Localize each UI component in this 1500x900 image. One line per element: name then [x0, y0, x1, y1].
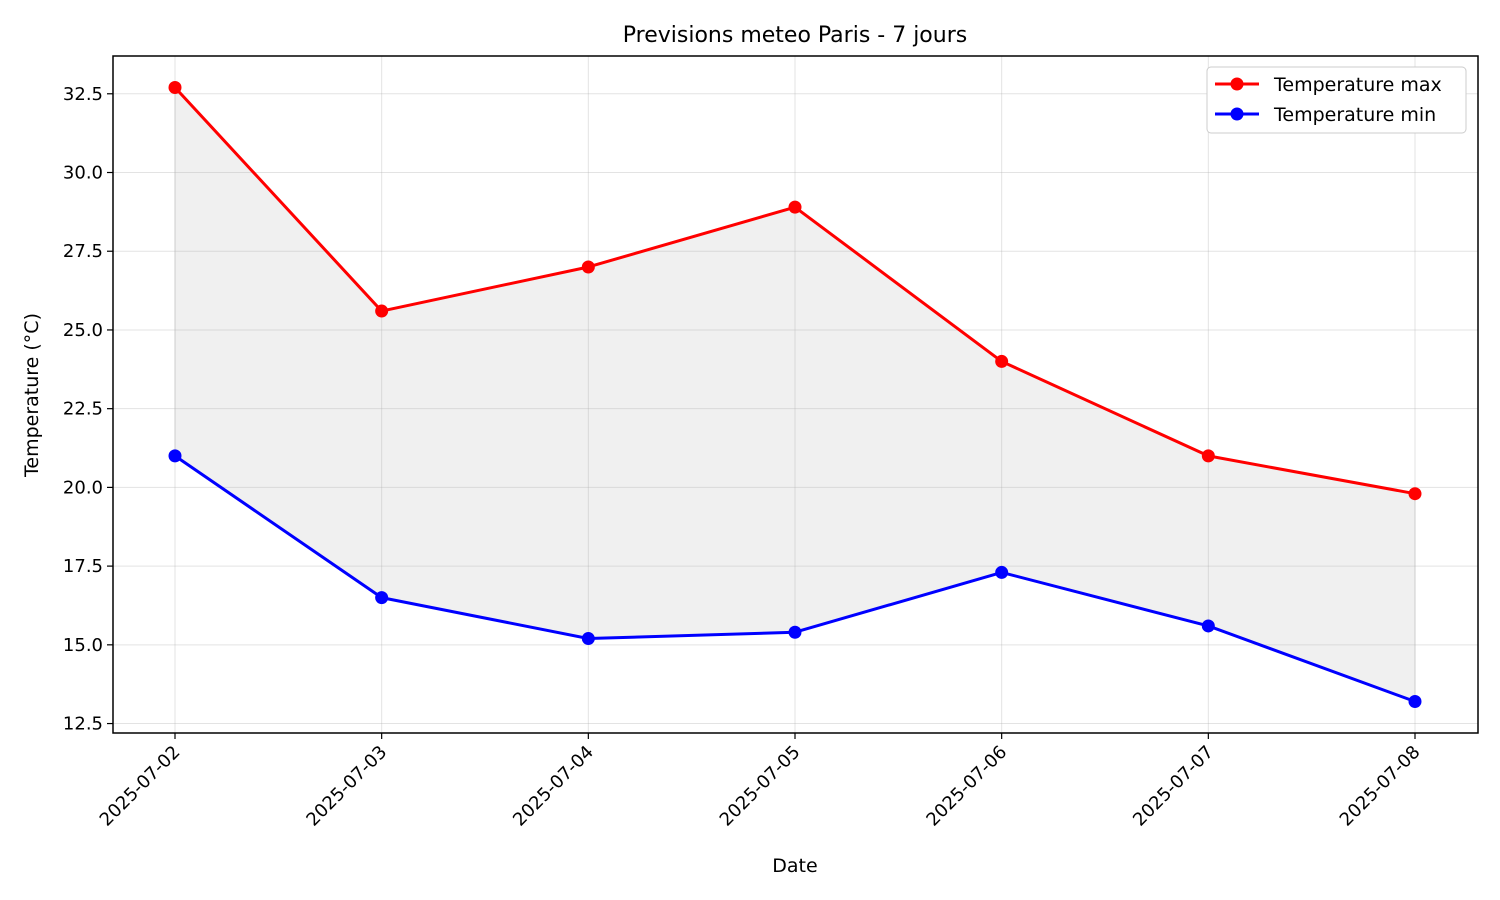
x-tick-label: 2025-07-02	[96, 742, 185, 831]
data-point	[168, 449, 182, 463]
x-tick-label: 2025-07-04	[509, 742, 598, 831]
y-tick-label: 12.5	[63, 714, 103, 735]
y-axis-label: Temperature (°C)	[21, 313, 43, 478]
y-tick-label: 30.0	[63, 163, 103, 184]
x-tick-label: 2025-07-07	[1129, 742, 1218, 831]
data-point	[1408, 695, 1422, 709]
y-tick-label: 32.5	[63, 84, 103, 105]
y-tick-label: 22.5	[63, 399, 103, 420]
data-point	[788, 625, 802, 639]
legend-box	[1206, 66, 1467, 134]
y-tick-label: 15.0	[63, 635, 103, 656]
data-point	[581, 632, 595, 646]
series-layer	[168, 80, 1422, 709]
data-point	[995, 565, 1009, 579]
x-tick-label: 2025-07-05	[716, 742, 805, 831]
y-tick-label: 27.5	[63, 241, 103, 262]
x-tick-label: 2025-07-03	[302, 742, 391, 831]
legend-label-max: Temperature max	[1273, 74, 1442, 96]
legend: Temperature max Temperature min	[1206, 66, 1467, 134]
data-point	[1201, 449, 1215, 463]
x-tick-label: 2025-07-08	[1336, 742, 1425, 831]
y-axis: 12.5 15.0 17.5 20.0 22.5 25.0 27.5 30.0 32.5	[63, 84, 113, 735]
data-point	[788, 200, 802, 214]
legend-marker-min	[1230, 107, 1244, 121]
data-point	[375, 591, 389, 605]
x-tick-label: 2025-07-06	[922, 742, 1011, 831]
y-tick-label: 20.0	[63, 477, 103, 498]
legend-label-min: Temperature min	[1273, 104, 1436, 126]
chart-title: Previsions meteo Paris - 7 jours	[623, 23, 967, 48]
x-axis: 2025-07-02 2025-07-03 2025-07-04 2025-07-05…	[96, 733, 1425, 831]
data-point	[995, 354, 1009, 368]
data-point	[581, 260, 595, 274]
data-point	[1408, 487, 1422, 501]
y-tick-label: 17.5	[63, 556, 103, 577]
data-point	[168, 80, 182, 94]
x-axis-label: Date	[772, 855, 817, 877]
data-point	[1201, 619, 1215, 633]
data-point	[375, 304, 389, 318]
legend-marker-max	[1230, 77, 1244, 91]
y-tick-label: 25.0	[63, 320, 103, 341]
